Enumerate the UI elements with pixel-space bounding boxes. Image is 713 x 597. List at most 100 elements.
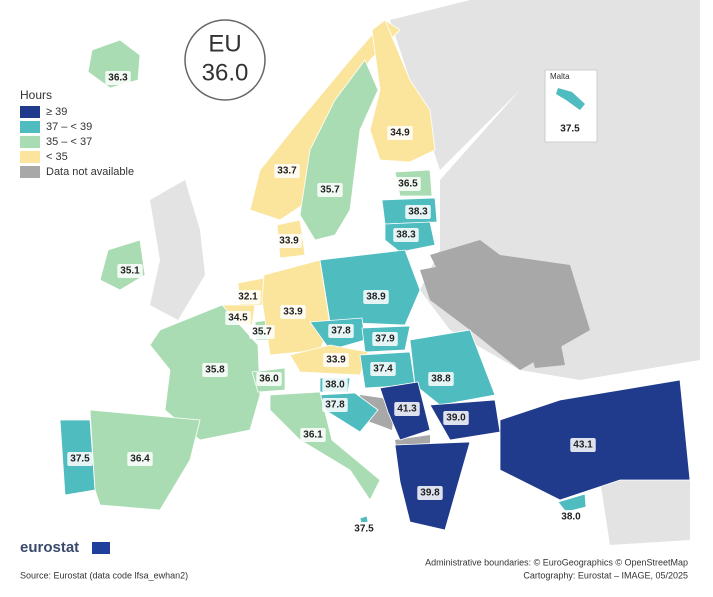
value-label: 34.5 [228, 313, 248, 324]
value-label: 36.3 [108, 73, 128, 84]
land [150, 180, 205, 320]
legend-title: Hours [20, 88, 52, 102]
value-label-box [443, 411, 469, 425]
value-label: 43.1 [573, 440, 593, 451]
legend-label: 35 – < 37 [46, 136, 92, 148]
value-label: 36.1 [303, 430, 323, 441]
value-label-box [235, 290, 261, 304]
value-label-box [117, 264, 143, 278]
legend-swatch [20, 106, 40, 118]
value-label-box [394, 402, 420, 416]
value-label: 33.9 [326, 355, 346, 366]
value-label: 36.0 [259, 374, 279, 385]
value-label-box [276, 234, 302, 248]
value-label-box [323, 353, 349, 367]
value-label-box [395, 177, 421, 191]
value-label: 34.9 [390, 128, 410, 139]
value-label: 35.1 [120, 266, 140, 277]
region [409, 329, 496, 406]
value-label-box [256, 372, 282, 386]
value-label-box [105, 71, 131, 85]
labels: 36.3 33.7 35.7 34.9 36.5 38.3 38.3 33.9 35.1 32.1… [67, 71, 596, 536]
value-label-box [322, 398, 348, 412]
value-label: 37.8 [331, 326, 351, 337]
land [390, 0, 700, 170]
value-label-box [417, 486, 443, 500]
region [369, 19, 436, 163]
region [556, 88, 585, 110]
value-label-box [127, 452, 153, 466]
land [600, 480, 690, 545]
value-label-box [202, 363, 228, 377]
value-label-box [393, 228, 419, 242]
value-label: 32.1 [238, 292, 258, 303]
value-label: 38.0 [561, 512, 581, 523]
value-label: 35.7 [252, 327, 272, 338]
value-label-box [328, 324, 354, 338]
eu-value: 36.0 [202, 59, 249, 86]
value-label: 38.8 [431, 374, 451, 385]
value-label: 38.0 [325, 380, 345, 391]
no-data-area [530, 340, 565, 368]
credit: Cartography: Eurostat – IMAGE, 05/2025 [523, 570, 688, 580]
value-label-box [225, 311, 251, 325]
value-label: 35.7 [320, 185, 340, 196]
value-label-box [317, 183, 343, 197]
eu-flag [92, 542, 110, 554]
legend-swatch [20, 151, 40, 163]
legend-label: 37 – < 39 [46, 121, 92, 133]
no-data-area [430, 240, 500, 275]
value-label-box [570, 438, 596, 452]
legend-swatch [20, 166, 40, 178]
legend-label: Data not available [46, 166, 134, 178]
legend-label: < 35 [46, 151, 68, 163]
eu-title: EU [208, 30, 241, 57]
value-label-box [557, 122, 583, 136]
legend-label: ≥ 39 [46, 106, 67, 118]
value-label-box [249, 325, 275, 339]
value-label-box [405, 205, 431, 219]
legend: ≥ 39 37 – < 39 35 – < 37 < 35 Data not avail… [20, 106, 134, 178]
value-label: 35.8 [205, 365, 225, 376]
inset-title: Malta [550, 72, 570, 81]
value-label: 33.9 [279, 236, 299, 247]
region [319, 249, 421, 326]
value-label: 37.4 [373, 364, 393, 375]
value-label: 41.3 [397, 404, 417, 415]
value-label-box [387, 126, 413, 140]
legend-swatch [20, 121, 40, 133]
value-label: 36.5 [398, 179, 418, 190]
value-label-box [322, 378, 348, 392]
credit: Administrative boundaries: © EuroGeograp… [425, 557, 688, 567]
value-label: 39.0 [446, 413, 466, 424]
value-label: 33.9 [283, 307, 303, 318]
value-label-box [372, 332, 398, 346]
value-label: 39.8 [420, 488, 440, 499]
region [557, 493, 587, 513]
logo: eurostat [20, 539, 79, 556]
value-label-box [558, 510, 584, 524]
legend-swatch [20, 136, 40, 148]
value-label: 37.8 [325, 400, 345, 411]
value-label-box [300, 428, 326, 442]
value-label: 33.7 [277, 166, 297, 177]
no-data-area [420, 255, 590, 370]
value-label: 38.3 [396, 230, 416, 241]
value-label-box [363, 290, 389, 304]
source: Source: Eurostat (data code lfsa_ewhan2) [20, 570, 188, 580]
value-label-box [67, 452, 93, 466]
value-label: 37.5 [560, 124, 580, 135]
value-label-box [280, 305, 306, 319]
value-label: 38.9 [366, 292, 386, 303]
eu-circle [184, 19, 266, 101]
value-label: 37.5 [70, 454, 90, 465]
value-label: 37.5 [354, 524, 374, 535]
value-label: 37.9 [375, 334, 395, 345]
value-label-box [274, 164, 300, 178]
value-label-box [370, 362, 396, 376]
value-label-box [351, 522, 377, 536]
value-label: 38.3 [408, 207, 428, 218]
value-label-box [428, 372, 454, 386]
value-label: 36.4 [130, 454, 150, 465]
